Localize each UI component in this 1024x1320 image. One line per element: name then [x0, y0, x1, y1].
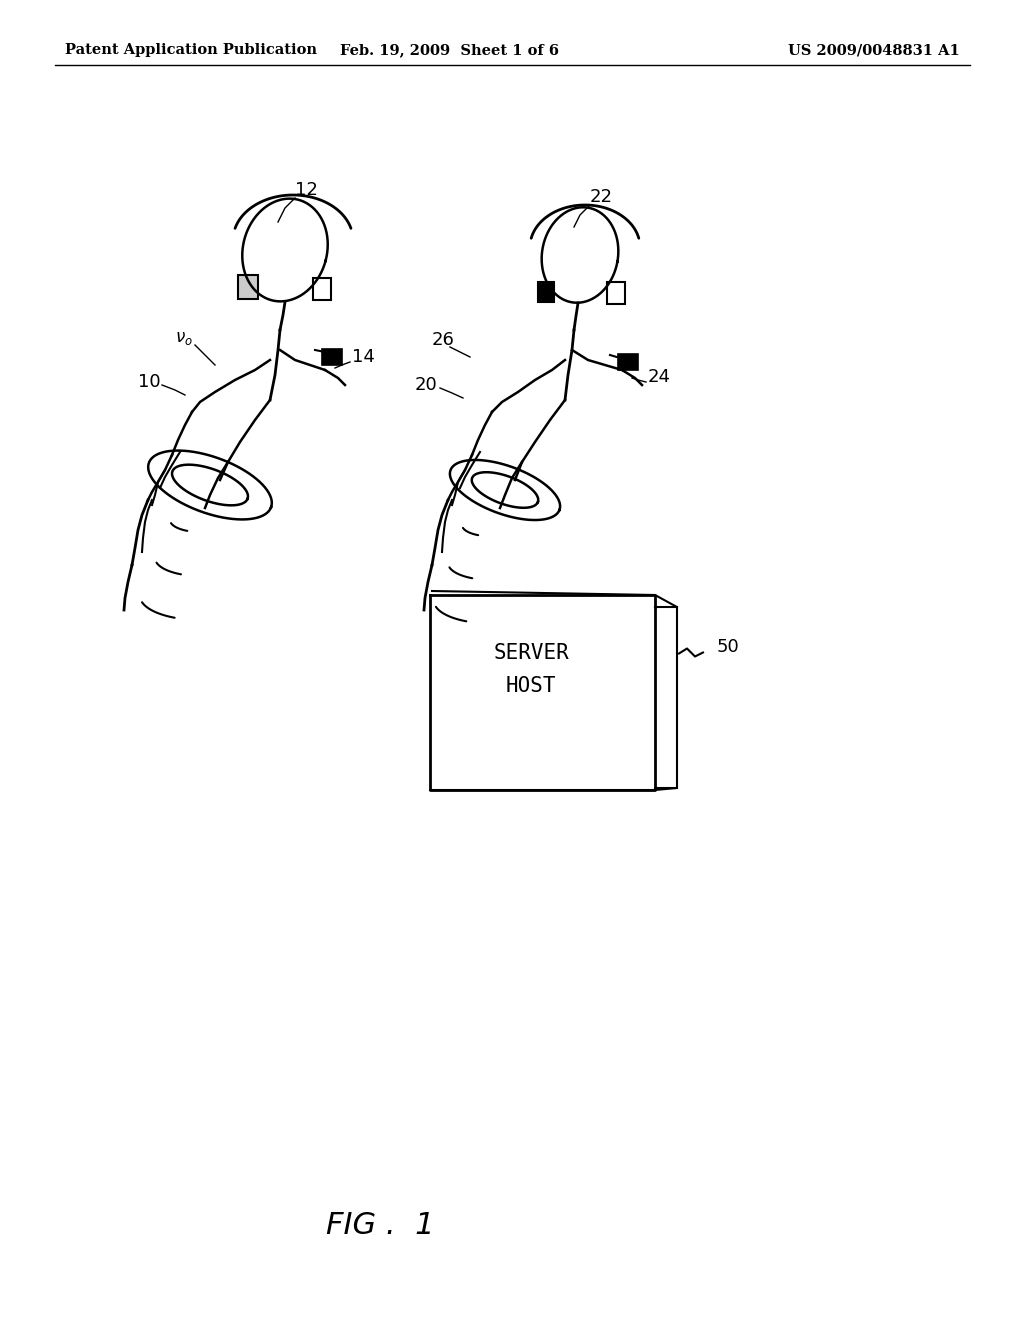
Text: US 2009/0048831 A1: US 2009/0048831 A1 [788, 44, 961, 57]
Text: 22: 22 [590, 187, 613, 206]
Text: 50: 50 [717, 638, 739, 656]
FancyBboxPatch shape [607, 282, 625, 304]
Text: SERVER
HOST: SERVER HOST [494, 643, 569, 696]
Text: FIG .  1: FIG . 1 [326, 1210, 434, 1239]
Text: Patent Application Publication: Patent Application Publication [65, 44, 317, 57]
Text: 20: 20 [415, 376, 437, 393]
FancyBboxPatch shape [538, 282, 554, 302]
Text: 10: 10 [138, 374, 161, 391]
Text: $\mathit{\nu}_o$: $\mathit{\nu}_o$ [175, 330, 193, 347]
Bar [618, 354, 638, 370]
Text: 14: 14 [352, 348, 375, 366]
Text: 24: 24 [648, 368, 671, 385]
FancyBboxPatch shape [313, 279, 331, 300]
Text: 12: 12 [295, 181, 317, 199]
FancyBboxPatch shape [238, 275, 258, 300]
Text: Feb. 19, 2009  Sheet 1 of 6: Feb. 19, 2009 Sheet 1 of 6 [341, 44, 559, 57]
Bar [322, 348, 342, 366]
Text: 26: 26 [432, 331, 455, 348]
